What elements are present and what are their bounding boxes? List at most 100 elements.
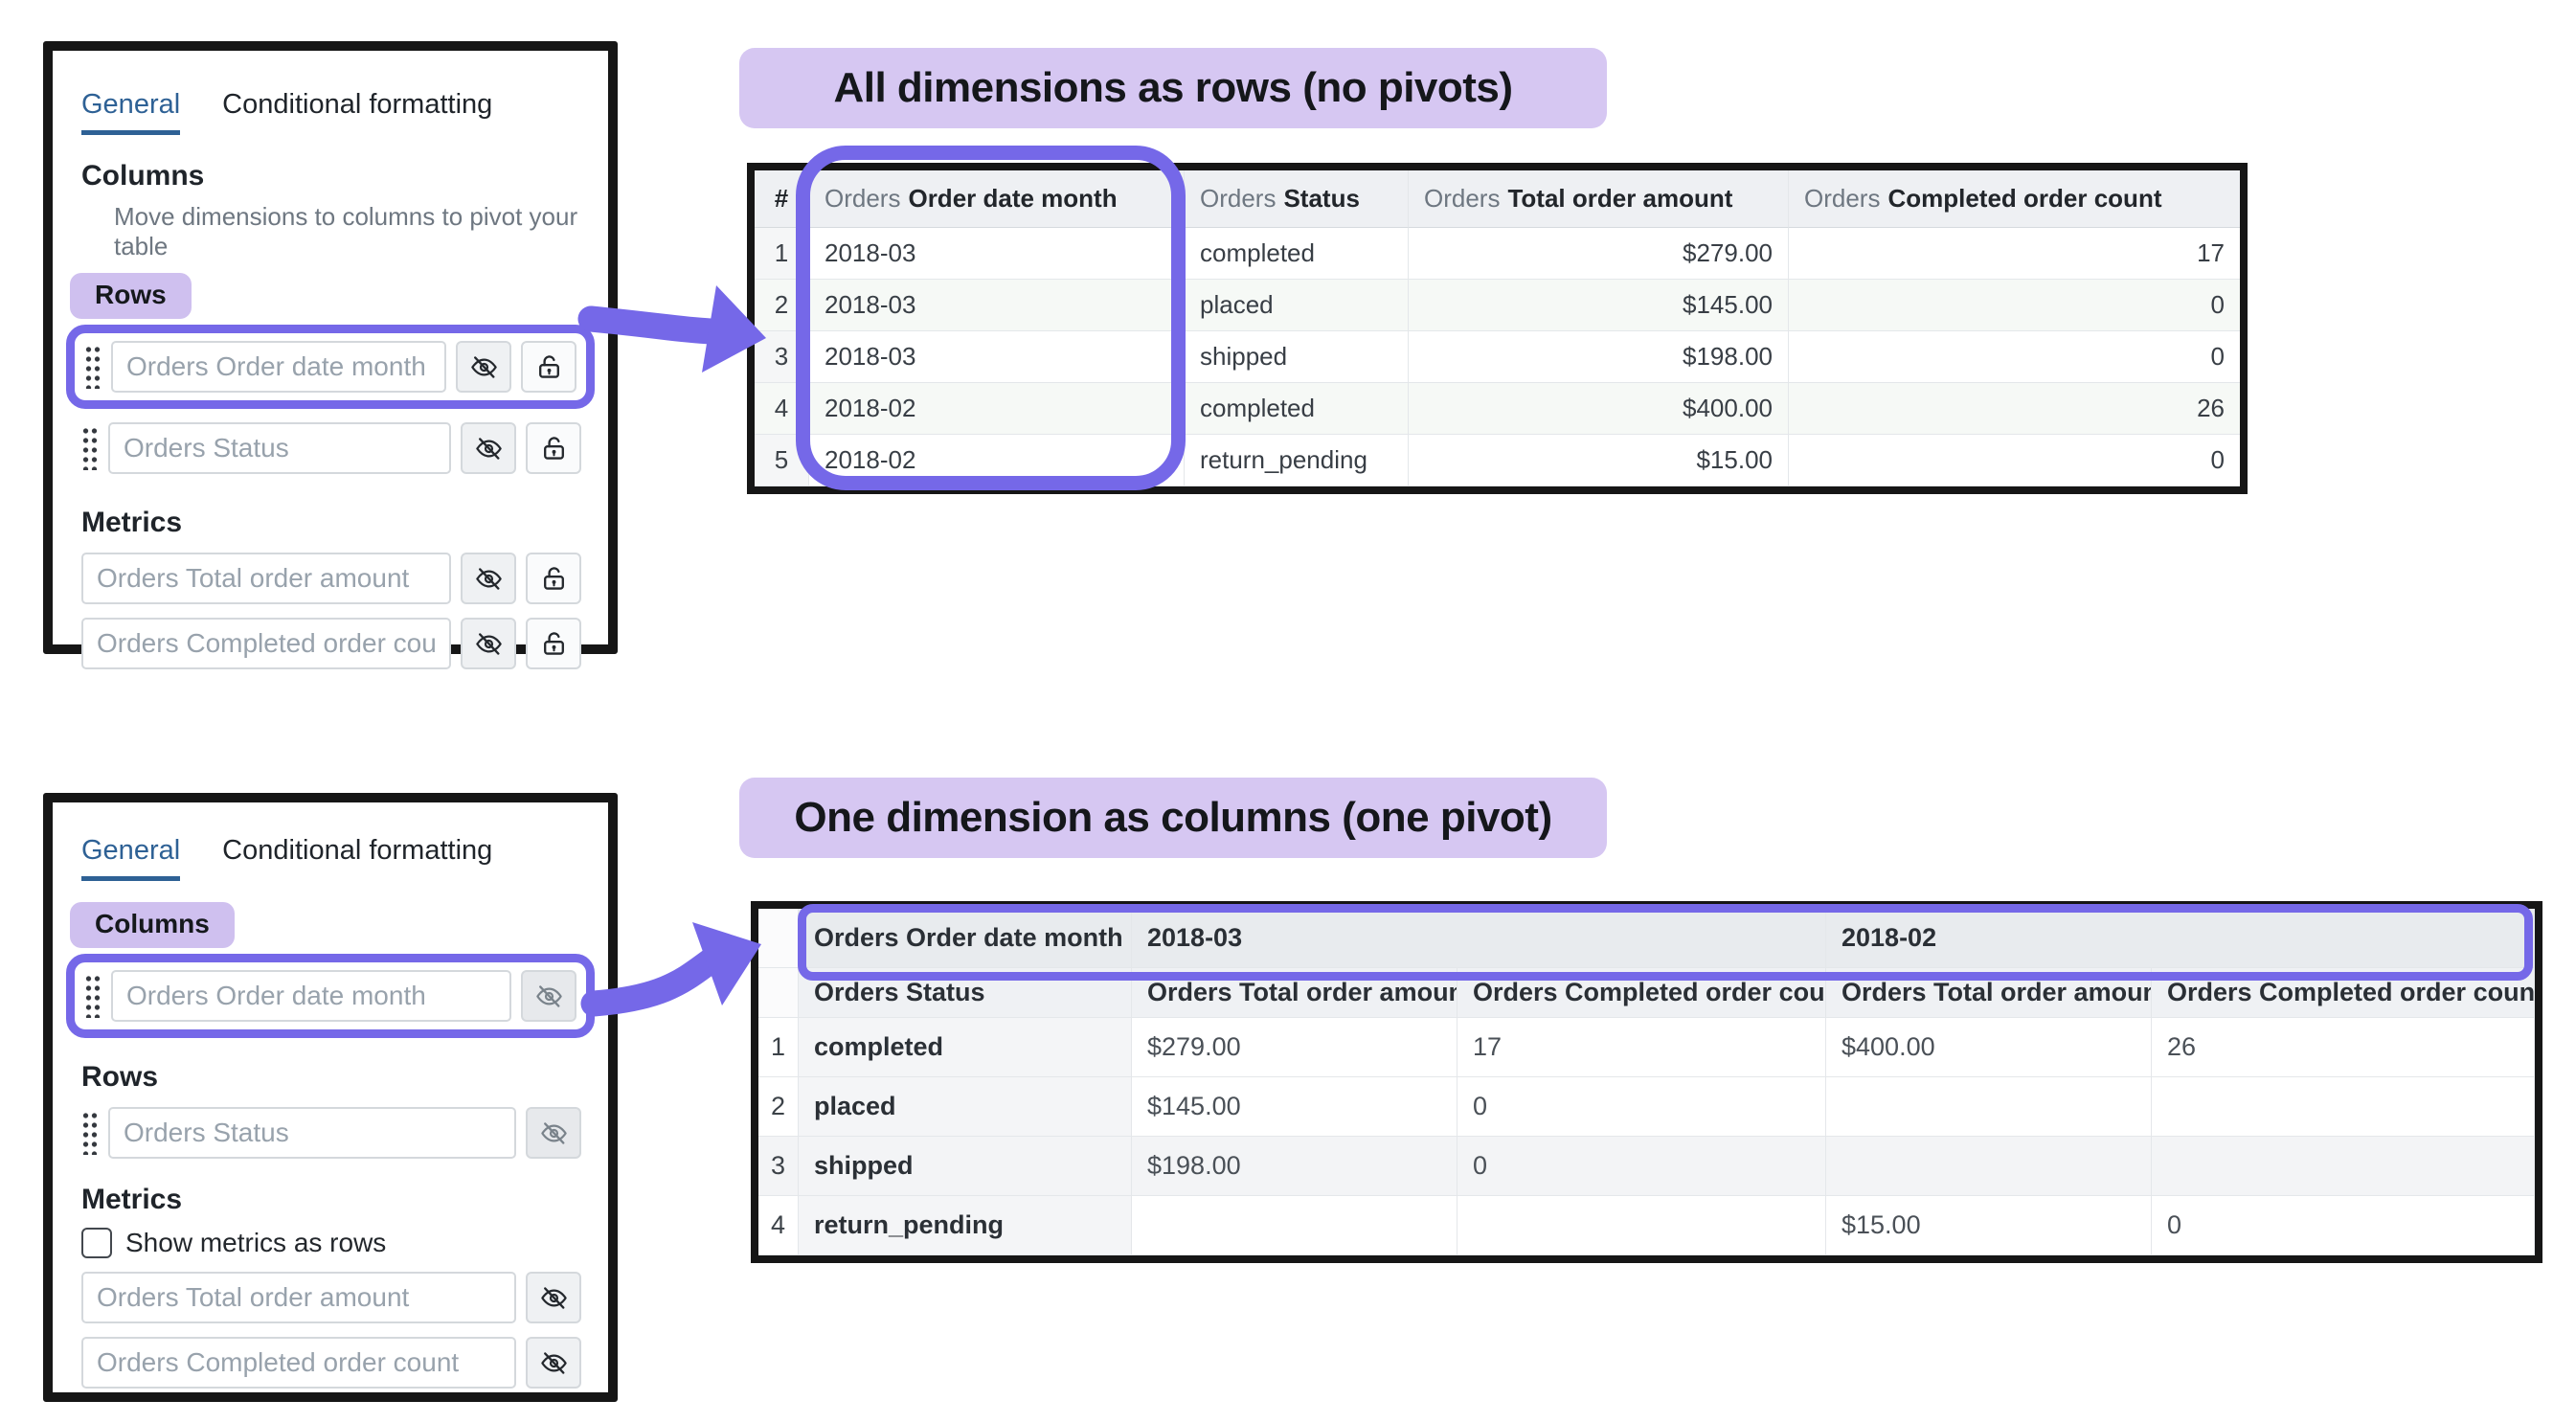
row-index-cell: 3 — [758, 1137, 799, 1196]
pivot-data-cell: 0 — [2152, 1196, 2535, 1255]
tab-conditional-formatting[interactable]: Conditional formatting — [222, 89, 493, 120]
field-row-status — [81, 422, 581, 474]
flat-data-cell: 2018-03 — [809, 228, 1185, 280]
field-input-completed-order-count[interactable] — [81, 1337, 516, 1389]
pivot-subheader-cell: Orders Total order amount — [1826, 968, 2152, 1018]
config-tabs: General Conditional formatting — [81, 89, 581, 135]
freeze-lock-button[interactable] — [526, 553, 581, 604]
metrics-heading: Metrics — [81, 1184, 183, 1215]
pivot-dimension-label-cell: Orders Order date month — [799, 909, 1132, 968]
flat-table-title-chip: All dimensions as rows (no pivots) — [739, 48, 1607, 128]
columns-hint: Move dimensions to columns to pivot your… — [114, 202, 578, 260]
row-index-cell: 4 — [758, 1196, 799, 1255]
eye-off-icon — [475, 632, 502, 655]
lock-open-icon — [538, 354, 559, 378]
status-cell: shipped — [799, 1137, 1132, 1196]
flat-results-table: # Orders Order date month Orders Status Order… — [747, 163, 2248, 494]
orders-prefix: Orders — [1424, 184, 1501, 213]
eye-off-icon — [535, 984, 562, 1007]
drag-handle-icon[interactable] — [84, 974, 102, 1018]
field-input-status[interactable] — [108, 1107, 516, 1159]
tab-conditional-formatting[interactable]: Conditional formatting — [222, 835, 493, 866]
field-input-completed-order-count[interactable] — [81, 618, 451, 669]
visibility-toggle-button[interactable] — [461, 618, 516, 669]
show-metrics-label: Show metrics as rows — [125, 1228, 387, 1257]
flat-data-cell: 2018-03 — [809, 280, 1185, 331]
flat-data-cell: 17 — [1789, 228, 2240, 280]
pivot-data-cell — [1826, 1137, 2152, 1196]
pivot-data-cell: $279.00 — [1132, 1018, 1457, 1077]
flat-header-cell: Orders Total order amount — [1409, 170, 1789, 228]
tab-general[interactable]: General — [81, 835, 181, 881]
highlight-rows-field — [66, 325, 595, 409]
flat-data-cell: $198.00 — [1409, 331, 1789, 383]
status-cell: return_pending — [799, 1196, 1132, 1255]
field-row-total-order-amount — [81, 1272, 581, 1323]
visibility-toggle-button[interactable] — [461, 553, 516, 604]
flat-data-cell: 0 — [1789, 280, 2240, 331]
row-index-cell: 1 — [755, 228, 809, 280]
pivot-data-cell: $15.00 — [1826, 1196, 2152, 1255]
eye-off-icon — [475, 567, 502, 590]
freeze-lock-button[interactable] — [526, 422, 581, 474]
flat-table-grid: # Orders Order date month Orders Status Order… — [755, 170, 2240, 486]
flat-data-cell: $145.00 — [1409, 280, 1789, 331]
visibility-toggle-button[interactable] — [526, 1272, 581, 1323]
table-config-panel-pivoted: General Conditional formatting Columns R… — [43, 793, 618, 1402]
flat-header-cell: # — [755, 170, 809, 228]
orders-prefix: Orders — [1200, 184, 1277, 213]
visibility-toggle-button[interactable] — [461, 422, 516, 474]
flat-data-cell: $15.00 — [1409, 435, 1789, 486]
show-metrics-as-rows-row: Show metrics as rows — [81, 1228, 581, 1258]
field-row-order-date-month — [84, 341, 576, 393]
visibility-toggle-button[interactable] — [521, 970, 576, 1022]
drag-handle-icon[interactable] — [81, 426, 99, 470]
flat-header-name: # — [774, 184, 789, 213]
show-metrics-checkbox[interactable] — [81, 1228, 112, 1258]
pivot-subheader-cell: Orders Status — [799, 968, 1132, 1018]
pivot-header-index-cell — [758, 909, 799, 968]
flat-header-name: Order date month — [908, 184, 1118, 213]
field-input-status[interactable] — [108, 422, 451, 474]
status-cell: completed — [799, 1018, 1132, 1077]
flat-data-cell: 2018-02 — [809, 383, 1185, 435]
flat-data-cell: $279.00 — [1409, 228, 1789, 280]
tab-general[interactable]: General — [81, 89, 181, 135]
lock-open-icon — [543, 566, 564, 590]
field-input-order-date-month[interactable] — [111, 341, 446, 393]
flat-data-cell: placed — [1185, 280, 1409, 331]
flat-data-cell: 0 — [1789, 331, 2240, 383]
pivot-results-table: Orders Order date month 2018-03 2018-02 Ord… — [751, 901, 2542, 1263]
rows-heading: Rows — [81, 1061, 159, 1093]
visibility-toggle-button[interactable] — [456, 341, 511, 393]
flat-header-cell: Orders Status — [1185, 170, 1409, 228]
field-input-order-date-month[interactable] — [111, 970, 511, 1022]
pivot-data-cell — [1826, 1077, 2152, 1137]
row-index-cell: 5 — [755, 435, 809, 486]
columns-chip: Columns — [70, 902, 235, 948]
field-input-total-order-amount[interactable] — [81, 553, 451, 604]
freeze-lock-button[interactable] — [526, 618, 581, 669]
visibility-toggle-button[interactable] — [526, 1107, 581, 1159]
flat-header-cell: Orders Order date month — [809, 170, 1185, 228]
arrow-to-pivot-table — [580, 922, 761, 1017]
rows-chip: Rows — [70, 273, 192, 319]
flat-data-cell: $400.00 — [1409, 383, 1789, 435]
flat-data-cell: return_pending — [1185, 435, 1409, 486]
drag-handle-icon[interactable] — [84, 345, 102, 389]
freeze-lock-button[interactable] — [521, 341, 576, 393]
flat-data-cell: 0 — [1789, 435, 2240, 486]
pivot-data-cell — [1457, 1196, 1826, 1255]
status-cell: placed — [799, 1077, 1132, 1137]
field-row-total-order-amount — [81, 553, 581, 604]
field-input-total-order-amount[interactable] — [81, 1272, 516, 1323]
flat-data-cell: 26 — [1789, 383, 2240, 435]
visibility-toggle-button[interactable] — [526, 1337, 581, 1389]
flat-data-cell: completed — [1185, 228, 1409, 280]
row-index-cell: 2 — [755, 280, 809, 331]
flat-data-cell: 2018-02 — [809, 435, 1185, 486]
pivot-data-cell: $145.00 — [1132, 1077, 1457, 1137]
flat-data-cell: shipped — [1185, 331, 1409, 383]
drag-handle-icon[interactable] — [81, 1111, 99, 1155]
